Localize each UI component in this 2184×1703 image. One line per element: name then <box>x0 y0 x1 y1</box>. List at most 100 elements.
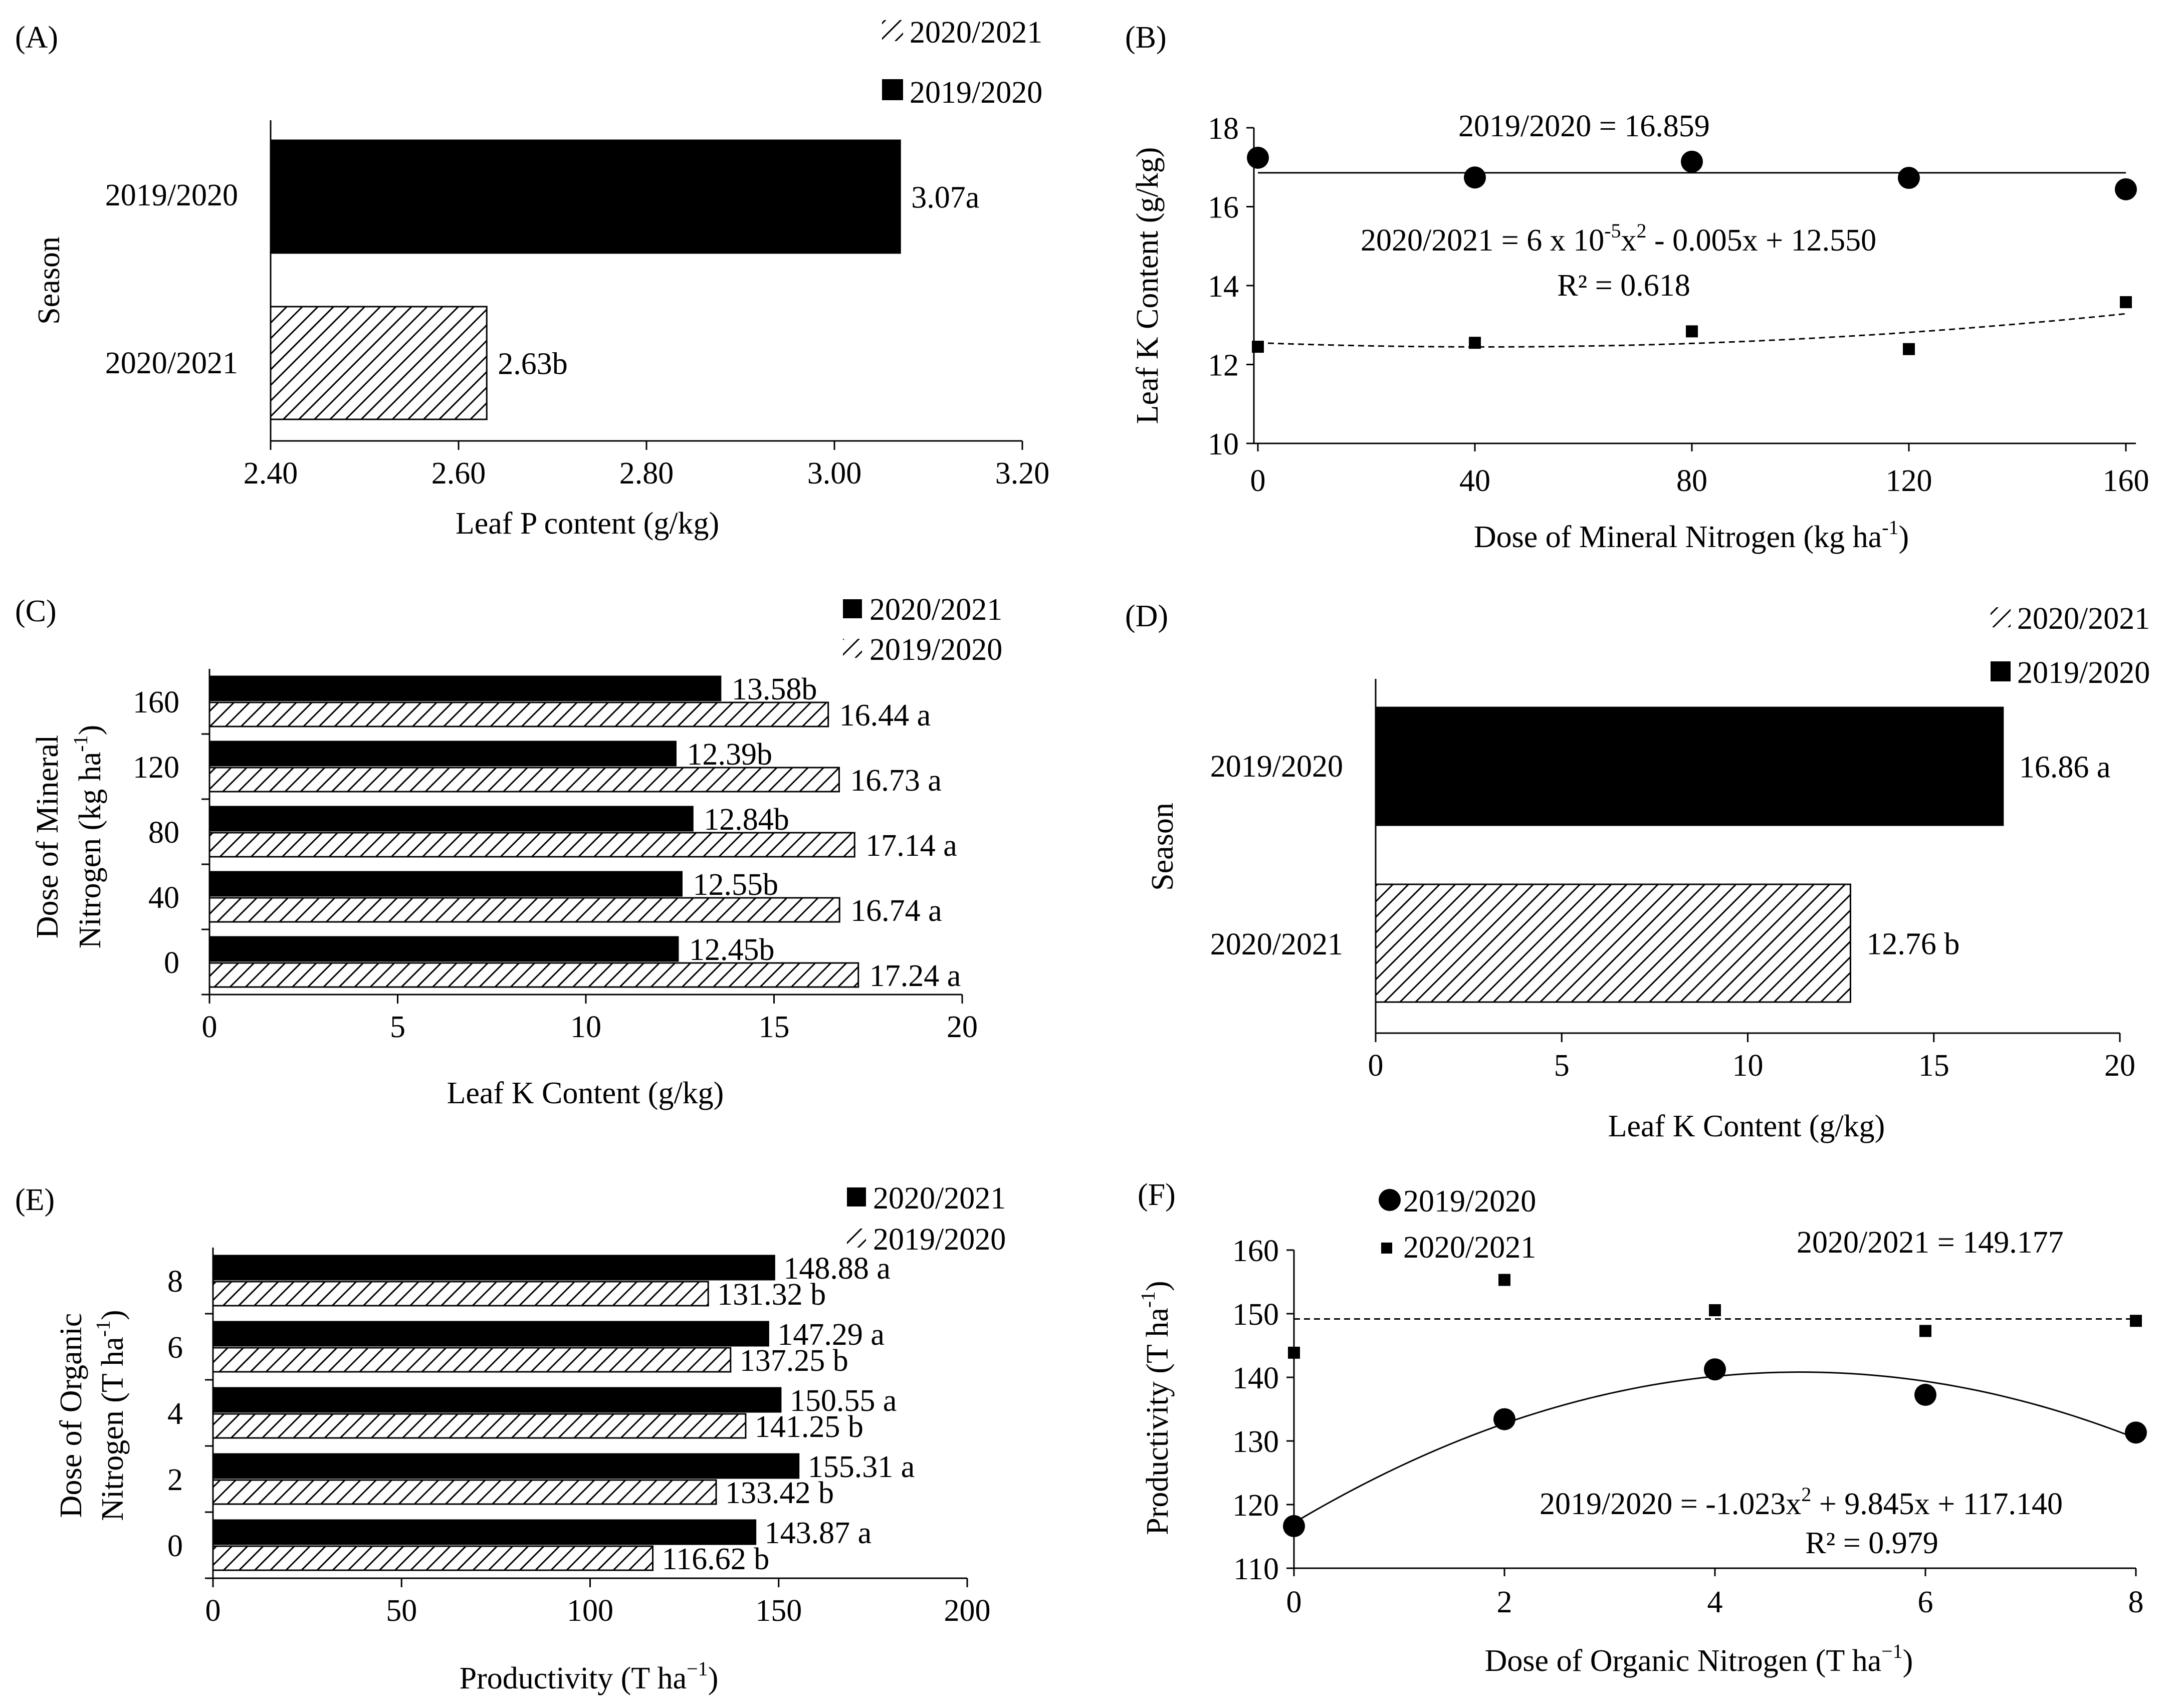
panel-b-y-axis-title: Leaf K Content (g/kg) <box>1131 147 1165 424</box>
panel-f-point-1-2 <box>1709 1304 1721 1317</box>
panel-c-category-2: 80 <box>148 816 179 850</box>
panel-e-category-2: 4 <box>167 1397 183 1431</box>
panel-f-label: (F) <box>1138 1178 1176 1212</box>
panel-a-x-tick-label-1: 2.60 <box>431 456 486 491</box>
panel-c-bar-label-0-1: 16.44 a <box>839 698 931 733</box>
panel-b-point-0-3 <box>1898 167 1920 189</box>
panel-b-x-tick-label-2: 80 <box>1676 464 1707 498</box>
panel-e-bar-label-2-0: 150.55 a <box>790 1384 897 1418</box>
panel-e-bar-1-1 <box>212 1347 732 1373</box>
panel-a-bar-label-1: 2.63b <box>498 347 568 381</box>
panel-b-eq-sup-1: -5 <box>1604 219 1621 242</box>
panel-b-y-tick-label-2: 14 <box>1208 270 1239 304</box>
panel-a: (A) 2020/2021 2019/2020 2.40 2.60 2.80 3.00… <box>15 16 1049 541</box>
panel-a-legend-solid-label: 2019/2020 <box>910 76 1042 110</box>
panel-c-legend-hatch-swatch <box>843 639 862 658</box>
panel-b-eq-sup-2: 2 <box>1637 219 1647 242</box>
panel-f-x-tick-label-3: 6 <box>1918 1585 1933 1619</box>
panel-f-x-tick-label-0: 0 <box>1286 1585 1302 1619</box>
panel-a-legend-hatch-label: 2020/2021 <box>910 16 1042 50</box>
panel-e-y-title-sup: -1 <box>92 1320 114 1337</box>
panel-e-bar-0-1 <box>212 1281 709 1307</box>
panel-d-x-tick-label-1: 5 <box>1554 1049 1570 1083</box>
panel-e-x-tick-label-0: 0 <box>205 1594 221 1628</box>
panel-f-x-title-sup: −1 <box>1881 1640 1903 1662</box>
panel-c-y-title-end: ) <box>73 725 107 736</box>
panel-c-bar-label-0-0: 13.58b <box>732 672 817 706</box>
panel-a-bar-1 <box>270 306 488 420</box>
panel-e-x-title-sup: −1 <box>687 1657 708 1680</box>
panel-b-eq-part-1: 2020/2021 = 6 x 10 <box>1361 223 1604 258</box>
panel-a-label: (A) <box>15 21 58 55</box>
panel-b-point-0-0 <box>1247 146 1269 169</box>
panel-c-bar-label-1-0: 12.39b <box>687 738 772 772</box>
panel-c-bar-label-2-1: 17.14 a <box>865 829 957 863</box>
panel-d-legend-hatch-swatch <box>1991 607 2011 627</box>
panel-e-bar-label-3-0: 155.31 a <box>808 1450 915 1484</box>
panel-c-bar-1-0 <box>208 741 677 767</box>
panel-f-legend-2020-label: 2020/2021 <box>1403 1231 1536 1265</box>
panel-b: (B) 0 40 80 120 160 10 12 14 16 18 2019/2020 = 16… <box>1125 21 2149 554</box>
panel-c-category-0: 160 <box>133 685 179 719</box>
panel-c-x-tick-label-2: 10 <box>570 1010 601 1044</box>
panel-b-x-tick-label-3: 120 <box>1886 464 1932 498</box>
panel-d-label: (D) <box>1125 599 1168 633</box>
panel-b-x-tick-label-1: 40 <box>1459 464 1490 498</box>
panel-e-bar-label-0-0: 148.88 a <box>783 1252 891 1286</box>
panel-d-x-tick-label-3: 15 <box>1918 1049 1949 1083</box>
panel-c-bar-0-1 <box>208 701 829 727</box>
panel-b-fit-line-1 <box>1257 313 2126 348</box>
panel-c-bar-label-3-1: 16.74 a <box>850 894 942 928</box>
panel-b-y-tick-label-3: 16 <box>1208 191 1239 225</box>
panel-c-bar-label-2-0: 12.84b <box>704 803 789 837</box>
panel-f: (F) 2019/2020 2020/2021 0 2 4 6 8 110 120 130 14… <box>1137 1178 2147 1678</box>
panel-f-x-tick-label-2: 4 <box>1707 1585 1723 1619</box>
panel-f-y-tick-label-5: 160 <box>1232 1234 1279 1268</box>
panel-c-legend-solid-label: 2020/2021 <box>869 593 1002 627</box>
panel-e-bar-label-2-1: 141.25 b <box>755 1410 863 1444</box>
panel-a-legend-hatch-swatch <box>882 20 903 41</box>
panel-c-bar-4-0 <box>208 936 679 962</box>
panel-d-legend-solid-label: 2019/2020 <box>2017 656 2150 690</box>
panel-f-y-tick-label-2: 130 <box>1232 1425 1279 1459</box>
panel-e-x-tick-label-1: 50 <box>386 1594 417 1628</box>
panel-b-point-0-4 <box>2115 178 2137 200</box>
panel-f-eq-part-1: 2019/2020 = -1.023x <box>1540 1487 1801 1521</box>
panel-c-y-title-sup: -1 <box>69 735 92 752</box>
panel-d-x-tick-label-4: 20 <box>2104 1049 2135 1083</box>
panel-e-bar-0-0 <box>212 1255 775 1281</box>
panel-f-y-tick-label-0: 110 <box>1233 1552 1279 1586</box>
panel-f-point-0-1 <box>1493 1408 1515 1430</box>
panel-c-y-title-line1: Dose of Mineral <box>31 735 65 938</box>
panel-b-x-title-main: Dose of Mineral Nitrogen (kg ha <box>1474 520 1882 554</box>
panel-f-point-1-0 <box>1288 1346 1300 1359</box>
panel-a-bar-0 <box>270 139 901 254</box>
panel-e-category-1: 6 <box>167 1331 183 1365</box>
panel-b-x-tick-label-4: 160 <box>2103 464 2149 498</box>
panel-f-y-tick-label-1: 120 <box>1232 1489 1279 1523</box>
panel-e-bar-label-3-1: 133.42 b <box>725 1476 834 1510</box>
panel-c-x-tick-label-4: 20 <box>947 1010 978 1044</box>
panel-a-x-tick-label-0: 2.40 <box>244 456 298 491</box>
panel-f-y-tick-label-3: 140 <box>1232 1361 1279 1395</box>
panel-e-y-title-line1: Dose of Organic <box>54 1313 88 1518</box>
panel-e: (E) 2020/2021 2019/2020 0 50 100 150 200 8 14… <box>15 1181 1006 1695</box>
panel-e-legend-hatch-label: 2019/2020 <box>873 1223 1006 1257</box>
panel-f-y-axis-title: Productivity (T ha-1) <box>1137 1281 1175 1535</box>
panel-f-point-0-4 <box>2125 1421 2147 1444</box>
panel-a-x-tick-label-3: 3.00 <box>807 456 862 491</box>
panel-e-bar-label-1-1: 137.25 b <box>740 1344 848 1378</box>
panel-c-category-4: 0 <box>164 946 179 980</box>
panel-c-x-axis-title: Leaf K Content (g/kg) <box>447 1076 724 1110</box>
panel-b-point-0-1 <box>1464 166 1486 189</box>
panel-f-legend-circle <box>1379 1189 1401 1211</box>
panel-f-point-1-4 <box>2130 1315 2142 1327</box>
panel-e-bar-4-1 <box>212 1545 654 1571</box>
panel-e-x-title-end: ) <box>708 1661 719 1695</box>
panel-d-bar-1 <box>1375 883 1851 1003</box>
panel-e-x-axis-title: Productivity (T ha−1) <box>460 1657 719 1695</box>
panel-f-equation-2020: 2020/2021 = 149.177 <box>1797 1226 2064 1260</box>
panel-f-x-tick-label-4: 8 <box>2128 1585 2144 1619</box>
panel-f-y-tick-label-4: 150 <box>1232 1298 1279 1332</box>
